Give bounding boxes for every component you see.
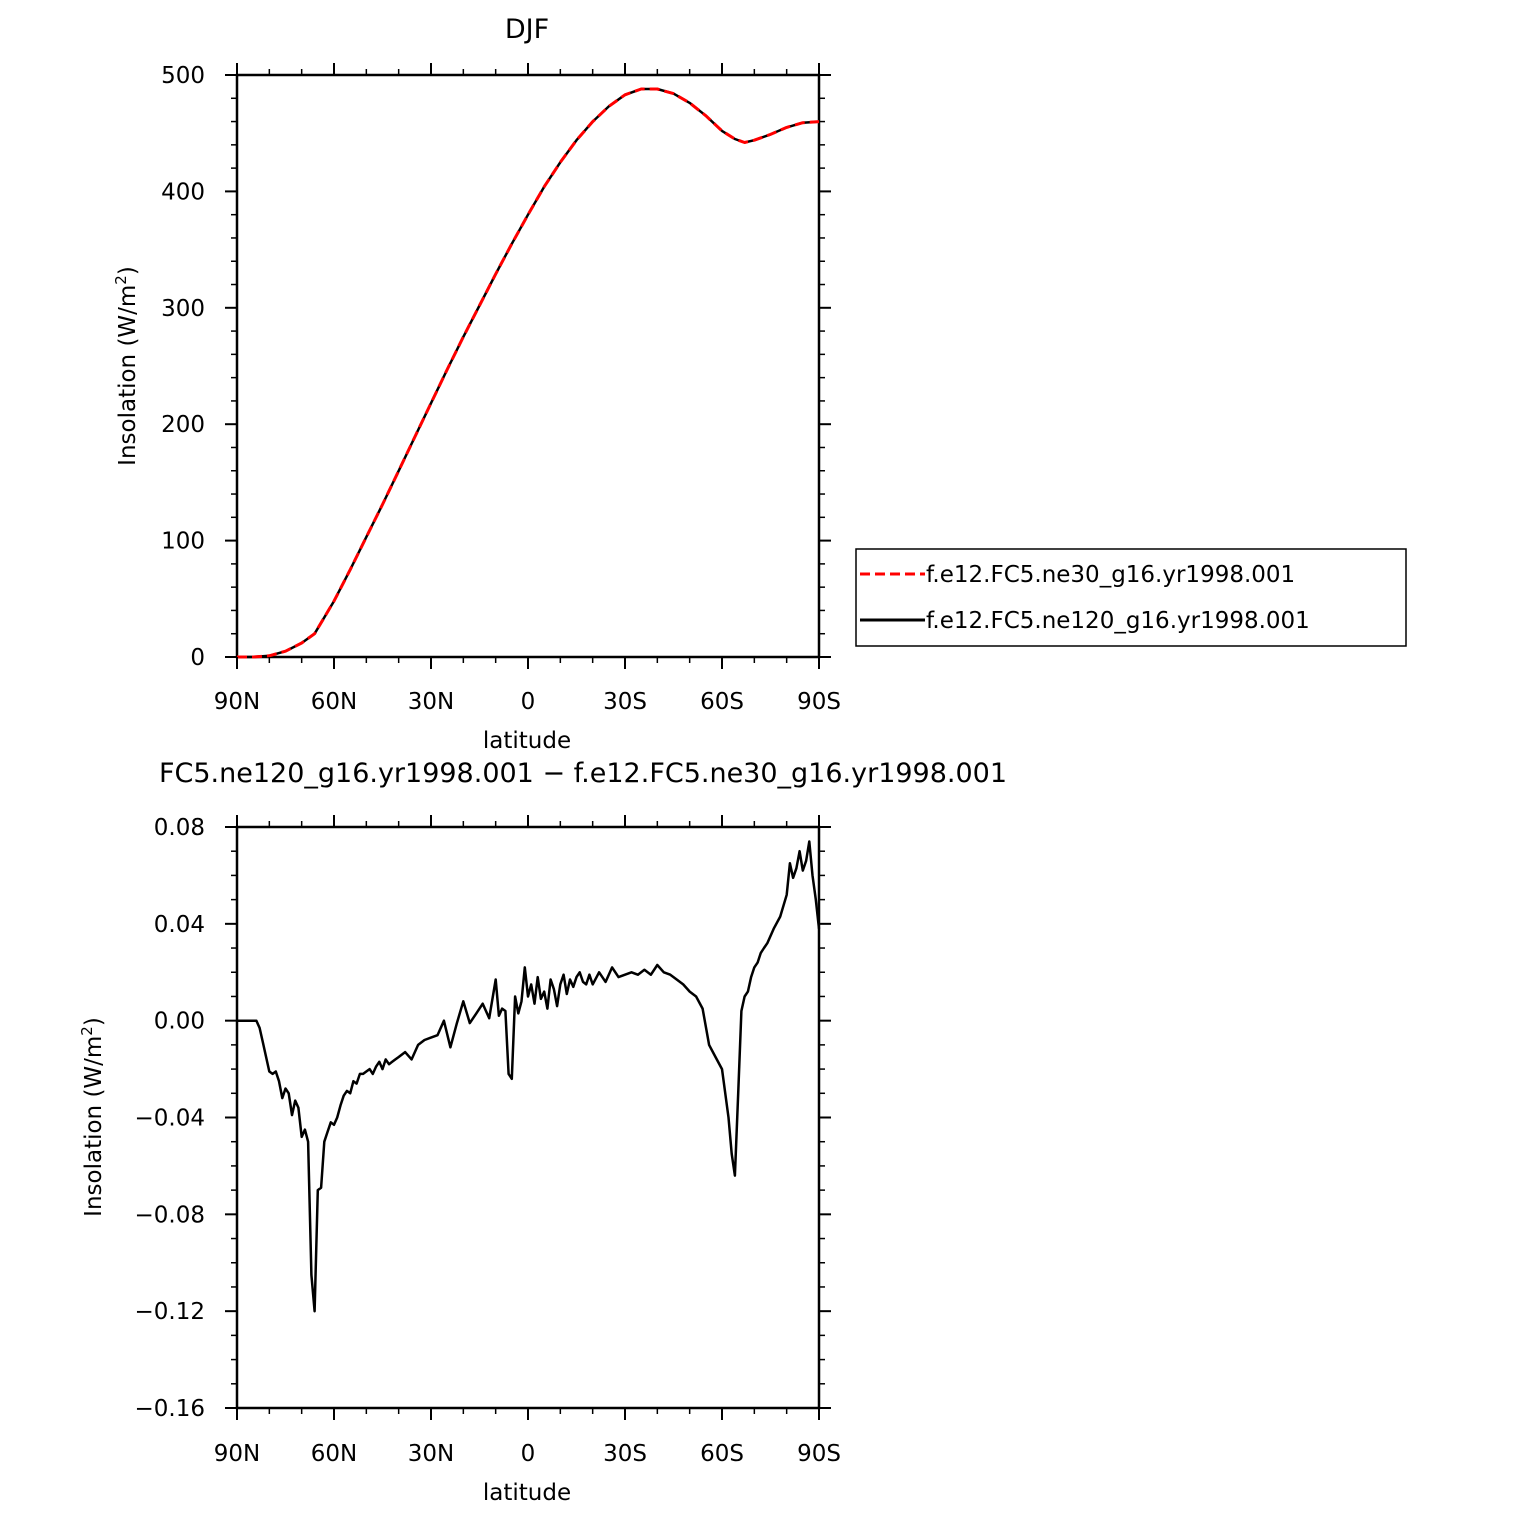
p2-x-tick-label: 90S <box>797 1441 841 1467</box>
p2-x-tick-label: 60N <box>311 1441 357 1467</box>
panel-2-x-axis-label: latitude <box>483 1480 571 1506</box>
panel-1-y-label-main: Insolation (W/m <box>115 285 141 466</box>
p2-x-tick-label: 60S <box>700 1441 744 1467</box>
p2-y-tick-label: −0.16 <box>135 1396 205 1422</box>
p2-x-tick-label: 90N <box>214 1441 260 1467</box>
p2-y-tick-label: −0.08 <box>135 1202 205 1228</box>
insolation-panel: DJF 90N 60N 30N 0 30S 60S 90S 0 100 200 300 400 500… <box>112 14 1407 754</box>
panel-1-x-axis-label: latitude <box>483 728 571 754</box>
legend-label-ne120: f.e12.FC5.ne120_g16.yr1998.001 <box>926 608 1310 634</box>
panel-2-plot-area <box>235 825 821 1410</box>
panel-1-y-label-sup: 2 <box>112 275 130 285</box>
p1-x-tick-label: 60S <box>700 689 744 715</box>
legend: f.e12.FC5.ne30_g16.yr1998.001 f.e12.FC5.… <box>855 548 1407 647</box>
p2-y-tick-label: −0.04 <box>135 1106 205 1132</box>
p2-series-line <box>237 840 821 1313</box>
panel-2-x-axis: 90N 60N 30N 0 30S 60S 90S <box>214 815 841 1467</box>
panel-1-y-axis: 0 100 200 300 400 500 <box>161 63 831 671</box>
p2-y-tick-label: 0.04 <box>154 912 205 938</box>
legend-label-ne30: f.e12.FC5.ne30_g16.yr1998.001 <box>926 562 1295 588</box>
p2-frame <box>235 825 821 1410</box>
p1-y-tick-label: 100 <box>161 529 205 555</box>
difference-panel: FC5.ne120_g16.yr1998.001 − f.e12.FC5.ne3… <box>78 758 1007 1506</box>
p2-x-tick-label: 30N <box>408 1441 454 1467</box>
p1-x-tick-label: 0 <box>521 689 536 715</box>
panel-1-title: DJF <box>505 14 549 45</box>
legend-box <box>855 548 1407 647</box>
p1-y-tick-label: 500 <box>161 63 205 89</box>
p1-frame <box>235 73 821 659</box>
p1-x-tick-label: 30S <box>603 689 647 715</box>
panel-2-y-label-sup: 2 <box>78 1026 96 1036</box>
p2-y-tick-label: 0.00 <box>154 1009 205 1035</box>
panel-2-y-label-main: Insolation (W/m <box>81 1036 107 1217</box>
p1-y-tick-label: 300 <box>161 296 205 322</box>
p1-series-line-dashed <box>237 87 820 659</box>
p1-series-line <box>237 87 820 659</box>
panel-1-y-axis-label: Insolation (W/m2) <box>112 266 141 466</box>
p1-y-tick-label: 400 <box>161 179 205 205</box>
panel-1-plot-area <box>235 73 821 659</box>
panel-1-y-label-close: ) <box>115 266 141 275</box>
p1-y-tick-label: 0 <box>190 645 205 671</box>
p1-x-tick-label: 90N <box>214 689 260 715</box>
panel-1-x-axis: 90N 60N 30N 0 30S 60S 90S <box>214 63 841 715</box>
panel-2-y-label-close: ) <box>81 1017 107 1026</box>
p1-x-tick-label: 60N <box>311 689 357 715</box>
panel-2-title: FC5.ne120_g16.yr1998.001 − f.e12.FC5.ne3… <box>159 758 1007 789</box>
p1-y-tick-label: 200 <box>161 412 205 438</box>
p1-x-tick-label: 30N <box>408 689 454 715</box>
p2-y-tick-label: −0.12 <box>135 1299 205 1325</box>
panel-2-y-axis-label: Insolation (W/m2) <box>78 1017 107 1217</box>
p1-x-tick-label: 90S <box>797 689 841 715</box>
p2-x-tick-label: 0 <box>521 1441 536 1467</box>
panel-2-y-axis: 0.08 0.04 0.00 −0.04 −0.08 −0.12 −0.16 <box>135 815 831 1422</box>
p2-y-tick-label: 0.08 <box>154 815 205 841</box>
p2-x-tick-label: 30S <box>603 1441 647 1467</box>
